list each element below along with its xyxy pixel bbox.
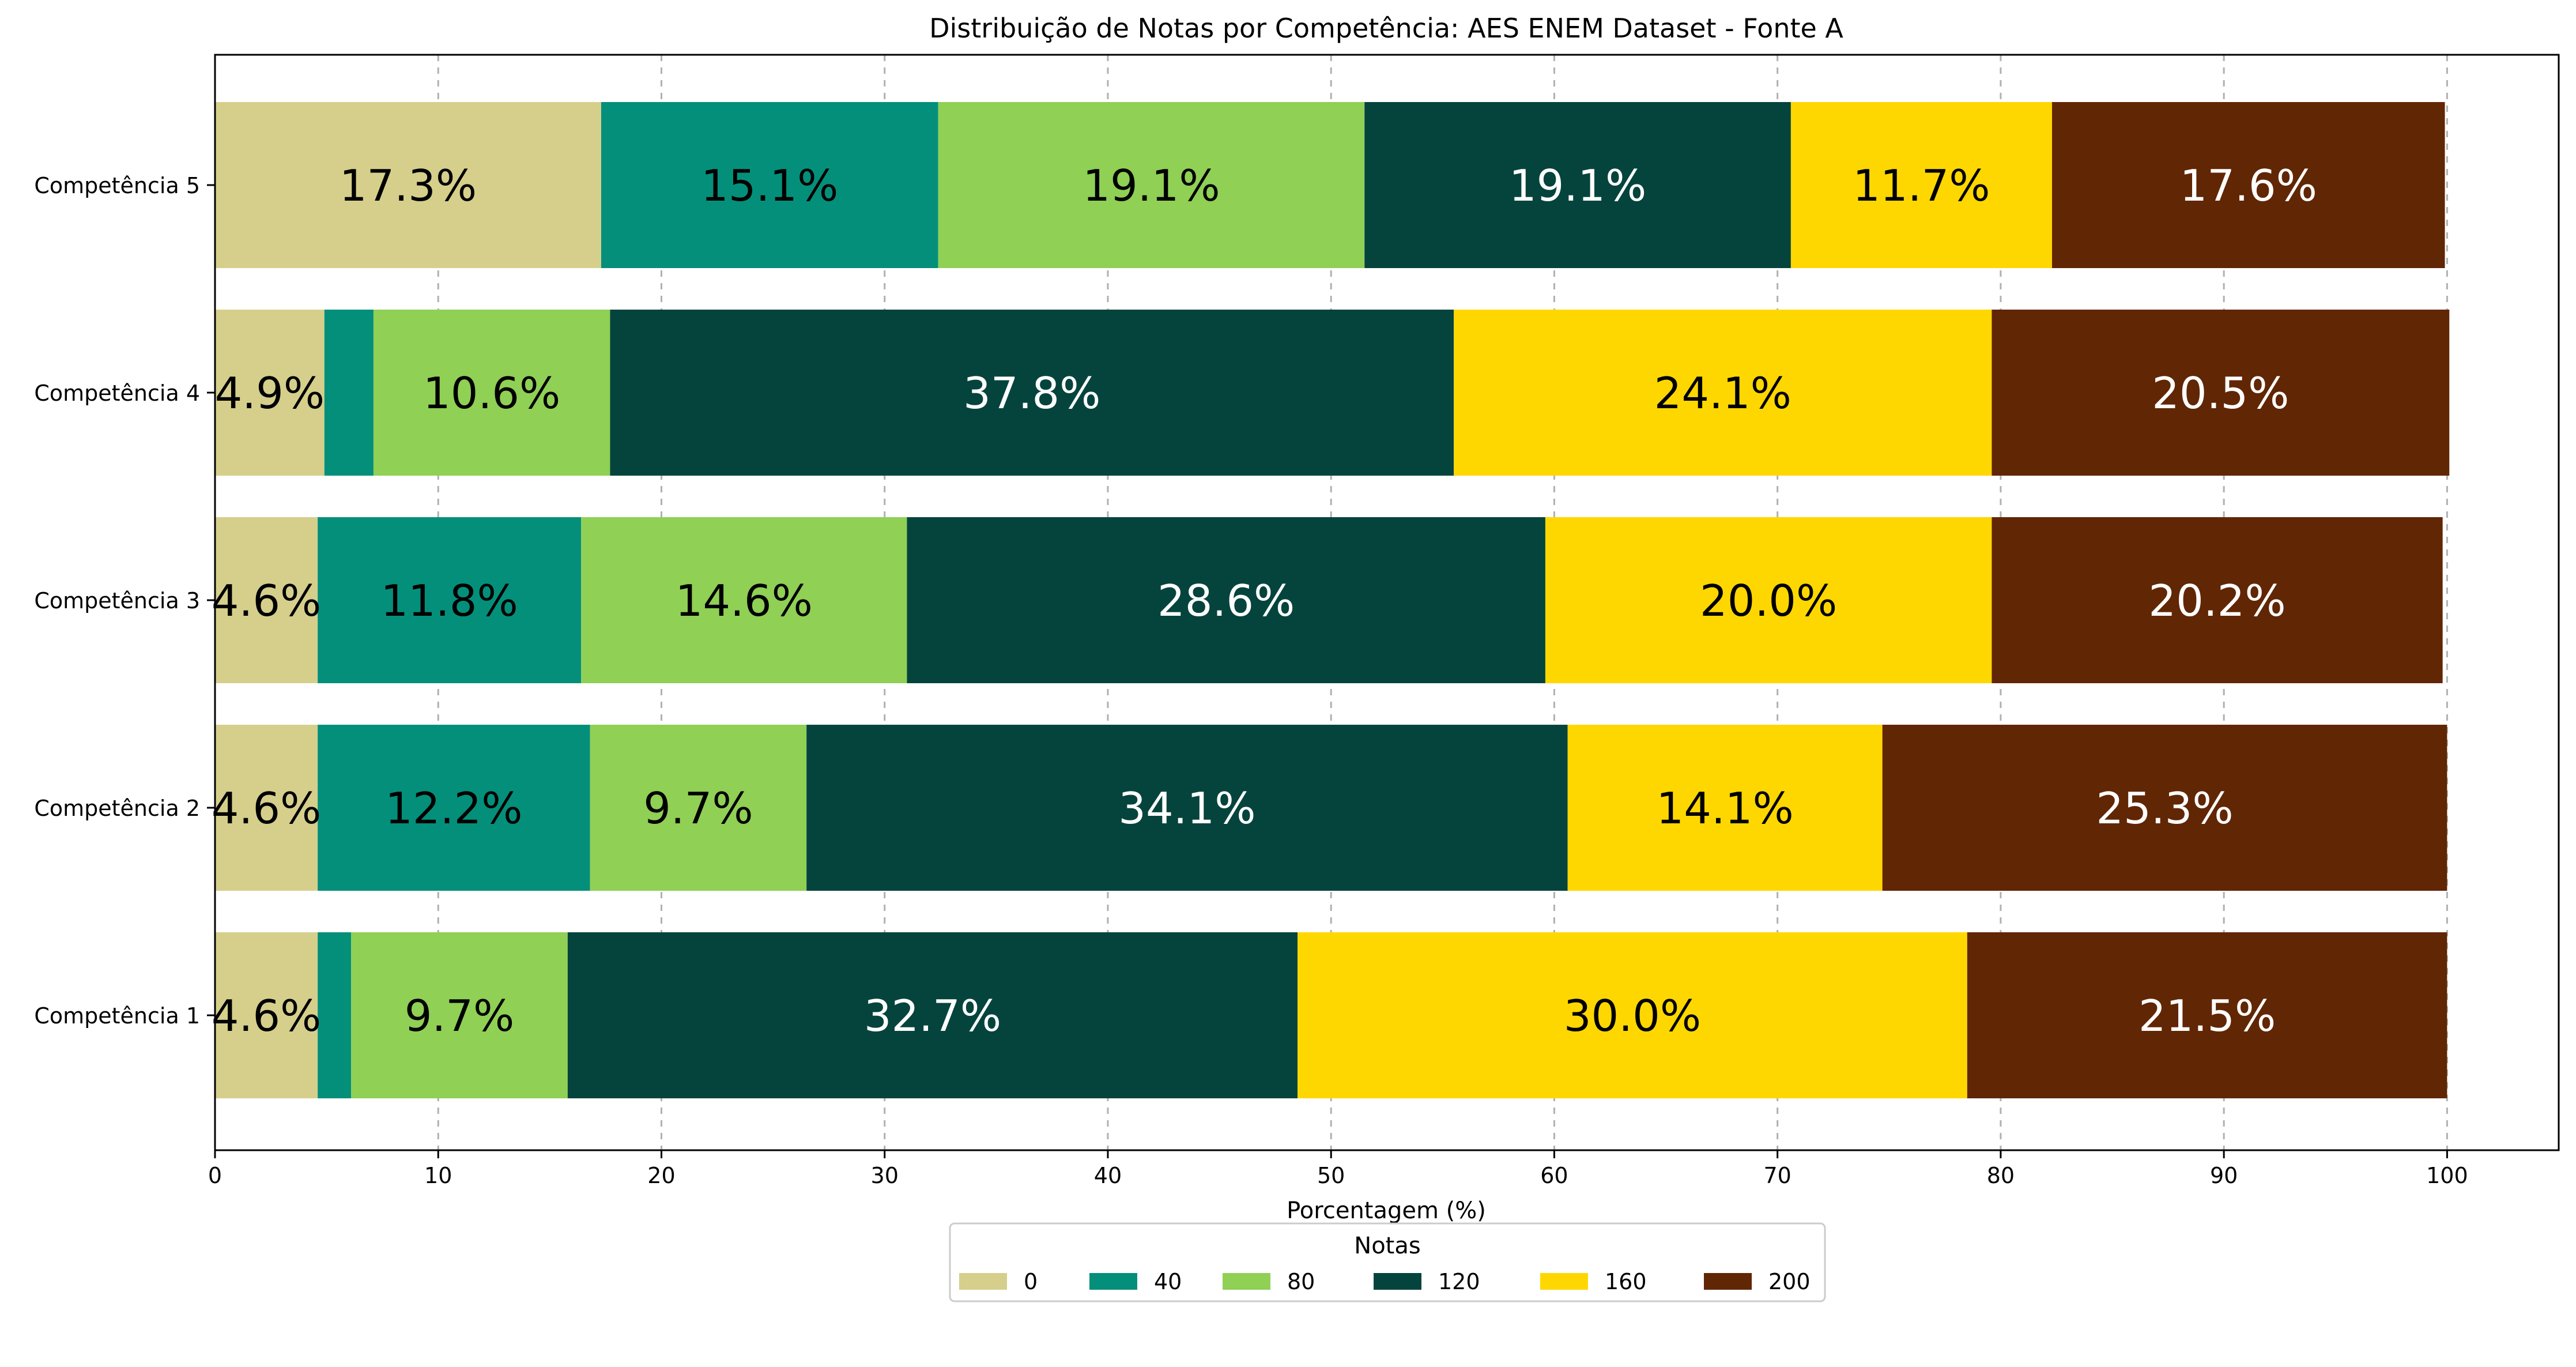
bar-segment (351, 932, 568, 1098)
bar-label: 4.6% (212, 575, 322, 626)
x-tick-label: 0 (208, 1163, 222, 1188)
bar-segment (610, 310, 1454, 476)
legend-swatch (959, 1273, 1007, 1290)
bar-segment (318, 932, 352, 1098)
bar-label: 17.6% (2180, 160, 2317, 211)
plot-frame (214, 54, 2560, 1151)
x-tick-label: 90 (2210, 1163, 2238, 1188)
bar-label: 20.2% (2148, 575, 2285, 626)
bar-label: 34.1% (1118, 783, 1255, 834)
legend-label: 80 (1287, 1269, 1315, 1294)
bar-label: 14.1% (1657, 783, 1794, 834)
legend-swatch (1540, 1273, 1588, 1290)
bar-segment (938, 102, 1365, 268)
bar-label: 4.6% (212, 991, 322, 1041)
x-tick-label: 40 (1094, 1163, 1122, 1188)
bar-segment (373, 310, 610, 476)
legend-swatch (1704, 1273, 1752, 1290)
bar-label: 9.7% (643, 783, 753, 834)
y-tick-label: Competência 2 (34, 796, 200, 821)
bar-segment (1364, 102, 1791, 268)
bar-label: 4.6% (212, 783, 322, 834)
legend-swatch (1223, 1273, 1270, 1290)
legend-frame (949, 1222, 1826, 1302)
bar-segment (1454, 310, 1992, 476)
bar-segment (1992, 310, 2450, 476)
bar-label: 20.5% (2152, 368, 2289, 419)
bar-segment (1967, 932, 2447, 1098)
x-tick-label: 60 (1540, 1163, 1568, 1188)
y-tick-label: Competência 5 (34, 173, 200, 198)
x-tick-label: 30 (871, 1163, 899, 1188)
legend-label: 120 (1438, 1269, 1480, 1294)
bar-segment (318, 725, 590, 891)
bar-label: 17.3% (340, 160, 477, 211)
bar-label: 9.7% (405, 991, 515, 1041)
chart-title: Distribuição de Notas por Competência: A… (929, 13, 1843, 44)
bar-segment (1790, 102, 2052, 268)
bar-segment (1992, 517, 2443, 683)
legend-swatch (1374, 1273, 1421, 1290)
bar-label: 19.1% (1509, 160, 1646, 211)
bar-segment (215, 102, 601, 268)
bar-segment (2051, 102, 2445, 268)
bar-label: 20.0% (1700, 575, 1837, 626)
y-tick-label: Competência 3 (34, 588, 200, 613)
legend-label: 40 (1154, 1269, 1182, 1294)
legend-title: Notas (1354, 1233, 1420, 1259)
bar-segment (567, 932, 1298, 1098)
bar-segment (581, 517, 907, 683)
bar-label: 24.1% (1654, 368, 1791, 419)
bar-segment (907, 517, 1545, 683)
bar-label: 11.7% (1853, 160, 1990, 211)
bar-segment (1545, 517, 1992, 683)
bar-label: 25.3% (2096, 783, 2233, 834)
bar-label: 14.6% (676, 575, 813, 626)
legend: Notas 0 40 80 120 160 200 (949, 1222, 1826, 1302)
x-tick-label: 80 (1987, 1163, 2015, 1188)
bar-label: 19.1% (1083, 160, 1220, 211)
bar-segment (215, 310, 325, 476)
legend-label: 0 (1024, 1269, 1038, 1294)
bar-label: 37.8% (963, 368, 1100, 419)
x-axis: 0 10 20 30 40 50 60 70 80 90 100 (208, 1150, 2468, 1188)
bar-label: 11.8% (380, 575, 518, 626)
bar-label: 32.7% (864, 991, 1001, 1041)
bar-segment (215, 725, 318, 891)
y-axis: Competência 1 Competência 2 Competência 3 C… (34, 173, 215, 1029)
legend-label: 200 (1768, 1269, 1811, 1294)
x-tick-label: 50 (1317, 1163, 1345, 1188)
bar-segment (215, 517, 318, 683)
bars (215, 102, 2450, 1098)
bar-label: 10.6% (423, 368, 560, 419)
x-tick-label: 10 (424, 1163, 452, 1188)
bar-label: 15.1% (701, 160, 838, 211)
legend-items: 0 40 80 120 160 200 (959, 1269, 1811, 1294)
bar-label: 21.5% (2139, 991, 2276, 1041)
x-tick-label: 100 (2426, 1163, 2468, 1188)
x-axis-label: Porcentagem (%) (1287, 1197, 1486, 1224)
bar-segment (806, 725, 1568, 891)
bar-segment (1882, 725, 2447, 891)
segment-labels: 4.6% 9.7% 32.7% 30.0% 21.5% 4.6% 12.2% 9.7% 34.1… (212, 160, 2317, 1041)
bar-segment (590, 725, 807, 891)
x-tick-label: 20 (647, 1163, 675, 1188)
bar-segment (324, 310, 374, 476)
y-tick-label: Competência 4 (34, 381, 200, 406)
bar-segment (215, 932, 318, 1098)
bar-segment (1298, 932, 1967, 1098)
y-tick-label: Competência 1 (34, 1003, 200, 1029)
bar-label: 30.0% (1564, 991, 1701, 1041)
legend-label: 160 (1605, 1269, 1647, 1294)
bar-segment (318, 517, 582, 683)
bar-label: 4.9% (215, 368, 325, 419)
legend-swatch (1089, 1273, 1137, 1290)
bar-segment (1567, 725, 1883, 891)
bar-label: 12.2% (385, 783, 522, 834)
bar-label: 28.6% (1157, 575, 1295, 626)
x-tick-label: 70 (1763, 1163, 1791, 1188)
bar-segment (601, 102, 938, 268)
